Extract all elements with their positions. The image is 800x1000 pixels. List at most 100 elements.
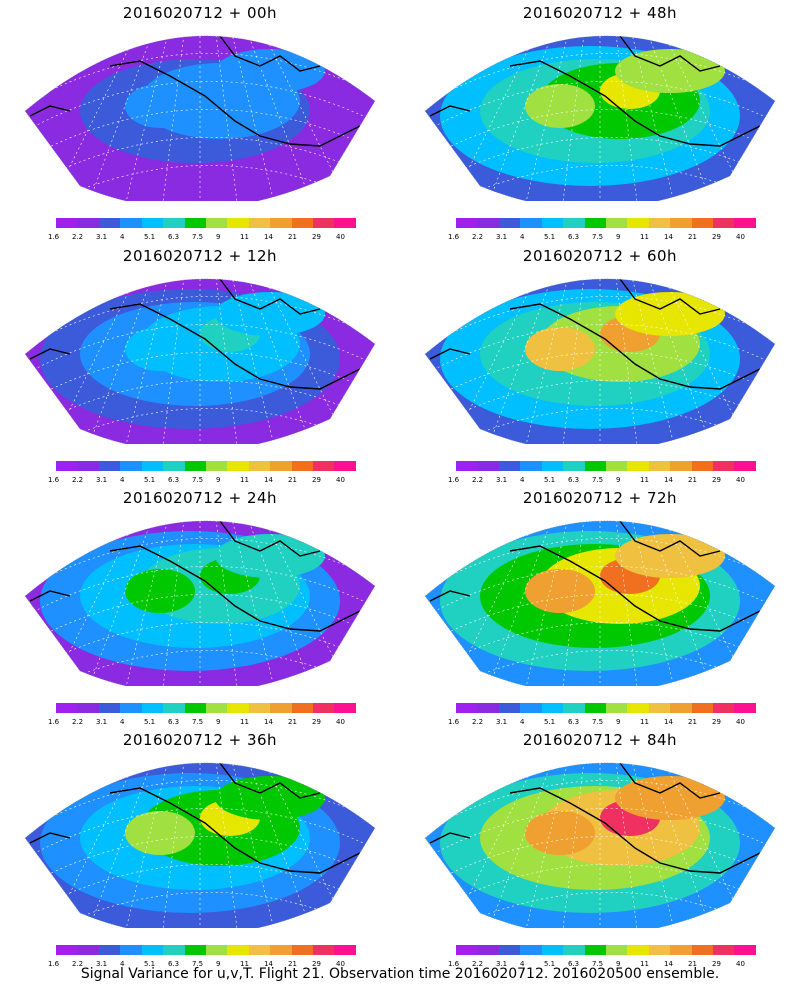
- colorbar-swatch: [141, 945, 164, 955]
- colorbar-swatch: [77, 461, 99, 471]
- colorbar-swatch: [98, 461, 121, 471]
- colorbar-tick-label: 6.3: [568, 233, 580, 241]
- colorbar-tick-label: 9: [616, 718, 621, 726]
- forecast-panel: 2016020712 + 84h 1.6 2.2 3.1 4 5.1 6.3 7.5 9 11 14…: [420, 727, 780, 968]
- panel-title: 2016020712 + 72h: [522, 489, 678, 507]
- variance-map: [424, 520, 776, 686]
- colorbar-tick-label: 4: [120, 476, 125, 484]
- colorbar-tick-label: 9: [616, 233, 621, 241]
- variance-map: [424, 278, 776, 444]
- colorbar-swatch: [563, 218, 585, 228]
- colorbar-tick-label: 21: [688, 960, 697, 968]
- colorbar-swatch: [248, 461, 271, 471]
- panel-title: 2016020712 + 12h: [122, 247, 278, 265]
- forecast-panel: 2016020712 + 00h 1.6 2.2 3.1 4 5.1 6.3 7.5 9 11 14…: [20, 0, 380, 241]
- colorbar-tick-label: 7.5: [592, 233, 604, 241]
- colorbar-tick-label: 21: [688, 233, 697, 241]
- colorbar-tick-label: 21: [688, 718, 697, 726]
- colorbar-swatch: [456, 218, 478, 228]
- colorbar-swatch: [713, 703, 735, 713]
- colorbar-swatch: [163, 461, 185, 471]
- colorbar-swatch: [498, 945, 521, 955]
- colorbar: [56, 703, 356, 713]
- colorbar-swatch: [648, 461, 671, 471]
- colorbar-swatch: [141, 703, 164, 713]
- colorbar-swatch: [498, 703, 521, 713]
- colorbar-swatch: [691, 703, 714, 713]
- colorbar: [456, 218, 756, 228]
- colorbar-tick-label: 29: [712, 476, 721, 484]
- colorbar-tick-label: 1.6: [448, 960, 460, 968]
- colorbar-swatch: [56, 703, 78, 713]
- colorbar-tick-label: 5.1: [144, 718, 156, 726]
- colorbar-labels: 1.6 2.2 3.1 4 5.1 6.3 7.5 9 11 14 21 29 40: [448, 718, 760, 726]
- colorbar-swatch: [334, 461, 356, 471]
- colorbar-swatch: [691, 945, 714, 955]
- colorbar: [456, 461, 756, 471]
- colorbar-swatch: [313, 945, 335, 955]
- colorbar-swatch: [605, 218, 628, 228]
- colorbar-tick-label: 2.2: [472, 960, 484, 968]
- forecast-panel: 2016020712 + 60h 1.6 2.2 3.1 4 5.1 6.3 7.5 9 11 14…: [420, 243, 780, 484]
- colorbar-tick-label: 2.2: [72, 960, 84, 968]
- panel-title: 2016020712 + 00h: [122, 4, 278, 22]
- colorbar-tick-label: 1.6: [48, 476, 60, 484]
- colorbar-tick-label: 29: [312, 960, 321, 968]
- panel-title: 2016020712 + 60h: [522, 247, 678, 265]
- colorbar-tick-label: 1.6: [448, 233, 460, 241]
- colorbar-swatch: [334, 218, 356, 228]
- colorbar-swatch: [713, 218, 735, 228]
- colorbar-swatch: [205, 703, 228, 713]
- colorbar-tick-label: 21: [288, 718, 297, 726]
- colorbar-swatch: [141, 218, 164, 228]
- forecast-panel: 2016020712 + 72h 1.6 2.2 3.1 4 5.1 6.3 7.5 9 11 14…: [420, 485, 780, 726]
- colorbar-labels: 1.6 2.2 3.1 4 5.1 6.3 7.5 9 11 14 21 29 40: [48, 476, 360, 484]
- colorbar-tick-label: 14: [664, 960, 673, 968]
- colorbar-swatch: [734, 461, 756, 471]
- colorbar-swatch: [520, 945, 542, 955]
- colorbar-swatch: [163, 703, 185, 713]
- colorbar-swatch: [691, 461, 714, 471]
- colorbar-swatch: [227, 703, 249, 713]
- colorbar-swatch: [248, 218, 271, 228]
- colorbar-swatch: [98, 703, 121, 713]
- colorbar-swatch: [648, 218, 671, 228]
- colorbar-tick-label: 2.2: [72, 718, 84, 726]
- colorbar-swatch: [248, 703, 271, 713]
- colorbar-swatch: [605, 945, 628, 955]
- colorbar-tick-label: 5.1: [144, 476, 156, 484]
- colorbar-tick-label: 6.3: [168, 233, 180, 241]
- colorbar-tick-label: 40: [336, 718, 345, 726]
- colorbar-tick-label: 14: [264, 233, 273, 241]
- colorbar-tick-label: 5.1: [544, 718, 556, 726]
- colorbar-swatch: [648, 703, 671, 713]
- colorbar-swatch: [734, 218, 756, 228]
- colorbar-swatch: [648, 945, 671, 955]
- colorbar-tick-label: 11: [640, 233, 649, 241]
- colorbar-tick-label: 1.6: [48, 233, 60, 241]
- colorbar-tick-label: 3.1: [96, 718, 108, 726]
- colorbar-swatch: [98, 945, 121, 955]
- colorbar-tick-label: 4: [520, 718, 525, 726]
- colorbar-swatch: [120, 461, 142, 471]
- colorbar-tick-label: 21: [688, 476, 697, 484]
- variance-map: [424, 762, 776, 928]
- colorbar-tick-label: 40: [336, 960, 345, 968]
- colorbar-swatch: [584, 703, 606, 713]
- colorbar-swatch: [291, 218, 314, 228]
- colorbar-swatch: [477, 703, 499, 713]
- colorbar-tick-label: 5.1: [544, 476, 556, 484]
- colorbar-tick-label: 9: [216, 960, 221, 968]
- colorbar-tick-label: 3.1: [496, 960, 508, 968]
- colorbar-tick-label: 7.5: [592, 718, 604, 726]
- colorbar-tick-label: 2.2: [72, 476, 84, 484]
- colorbar-swatch: [584, 218, 606, 228]
- colorbar-swatch: [120, 703, 142, 713]
- colorbar-tick-label: 5.1: [544, 960, 556, 968]
- colorbar-tick-label: 21: [288, 233, 297, 241]
- colorbar-tick-label: 3.1: [96, 233, 108, 241]
- colorbar-swatch: [477, 461, 499, 471]
- colorbar-swatch: [313, 703, 335, 713]
- colorbar-tick-label: 5.1: [544, 233, 556, 241]
- colorbar-tick-label: 9: [616, 960, 621, 968]
